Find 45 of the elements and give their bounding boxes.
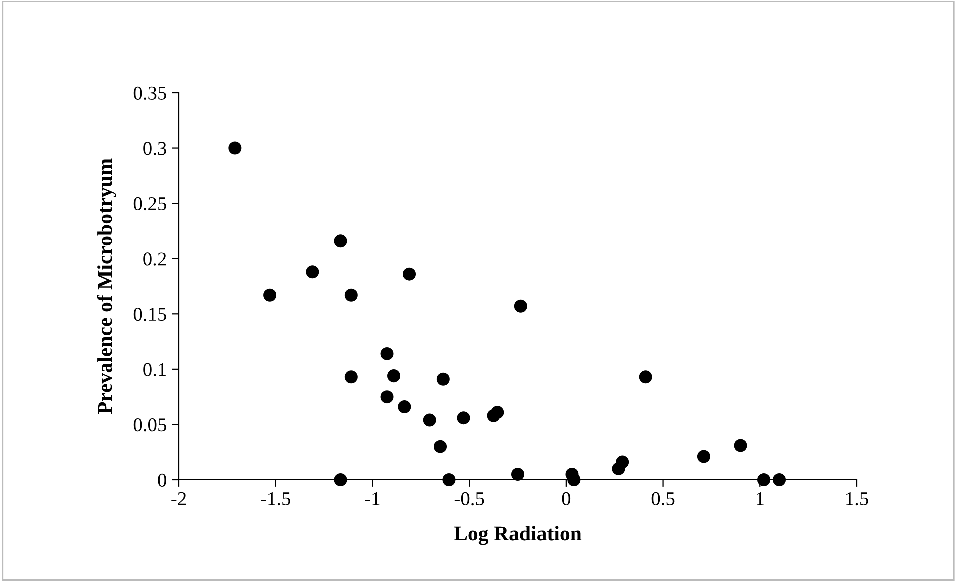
y-tick-label: 0.3 bbox=[144, 142, 166, 156]
point bbox=[334, 473, 348, 487]
point bbox=[616, 456, 630, 469]
point bbox=[264, 288, 277, 302]
y-tick-label: 0.05 bbox=[134, 418, 166, 432]
point bbox=[306, 266, 320, 279]
x-axis-title: Log Radiation bbox=[454, 526, 582, 546]
point bbox=[442, 473, 456, 487]
point bbox=[423, 414, 436, 427]
x-tick-label: 1.5 bbox=[846, 492, 868, 506]
point bbox=[436, 372, 450, 386]
point bbox=[380, 347, 394, 360]
point bbox=[344, 288, 358, 302]
point bbox=[773, 473, 786, 487]
point bbox=[758, 473, 771, 487]
point bbox=[457, 412, 470, 425]
point bbox=[344, 370, 358, 384]
point bbox=[388, 370, 401, 383]
point bbox=[403, 268, 416, 281]
point bbox=[228, 142, 242, 155]
y-tick-label: 0.15 bbox=[134, 308, 166, 322]
point bbox=[491, 406, 504, 420]
point bbox=[511, 468, 525, 481]
point bbox=[334, 234, 348, 248]
point bbox=[380, 390, 394, 404]
point bbox=[639, 370, 652, 384]
y-tick-label: 0.1 bbox=[144, 363, 166, 376]
y-tick-label: 0.25 bbox=[134, 197, 166, 211]
x-tick-label: -1 bbox=[365, 492, 380, 506]
point bbox=[398, 400, 412, 414]
x-tick-label: -0.5 bbox=[454, 492, 484, 506]
x-tick-label: 1 bbox=[756, 492, 764, 506]
y-tick-label: 0.2 bbox=[144, 252, 166, 266]
point bbox=[434, 440, 448, 454]
point bbox=[697, 450, 710, 464]
x-tick-label: -1.5 bbox=[261, 492, 290, 506]
point bbox=[514, 300, 528, 313]
point bbox=[734, 439, 748, 452]
x-tick-label: -2 bbox=[172, 492, 186, 506]
y-tick-label: 0 bbox=[158, 474, 166, 487]
x-tick-label: 0.5 bbox=[652, 492, 675, 506]
x-tick-label: 0 bbox=[562, 492, 571, 506]
y-axis-title: Prevalence of Microbotryum bbox=[97, 158, 116, 414]
y-tick-label: 0.35 bbox=[134, 86, 166, 100]
point bbox=[568, 473, 581, 487]
